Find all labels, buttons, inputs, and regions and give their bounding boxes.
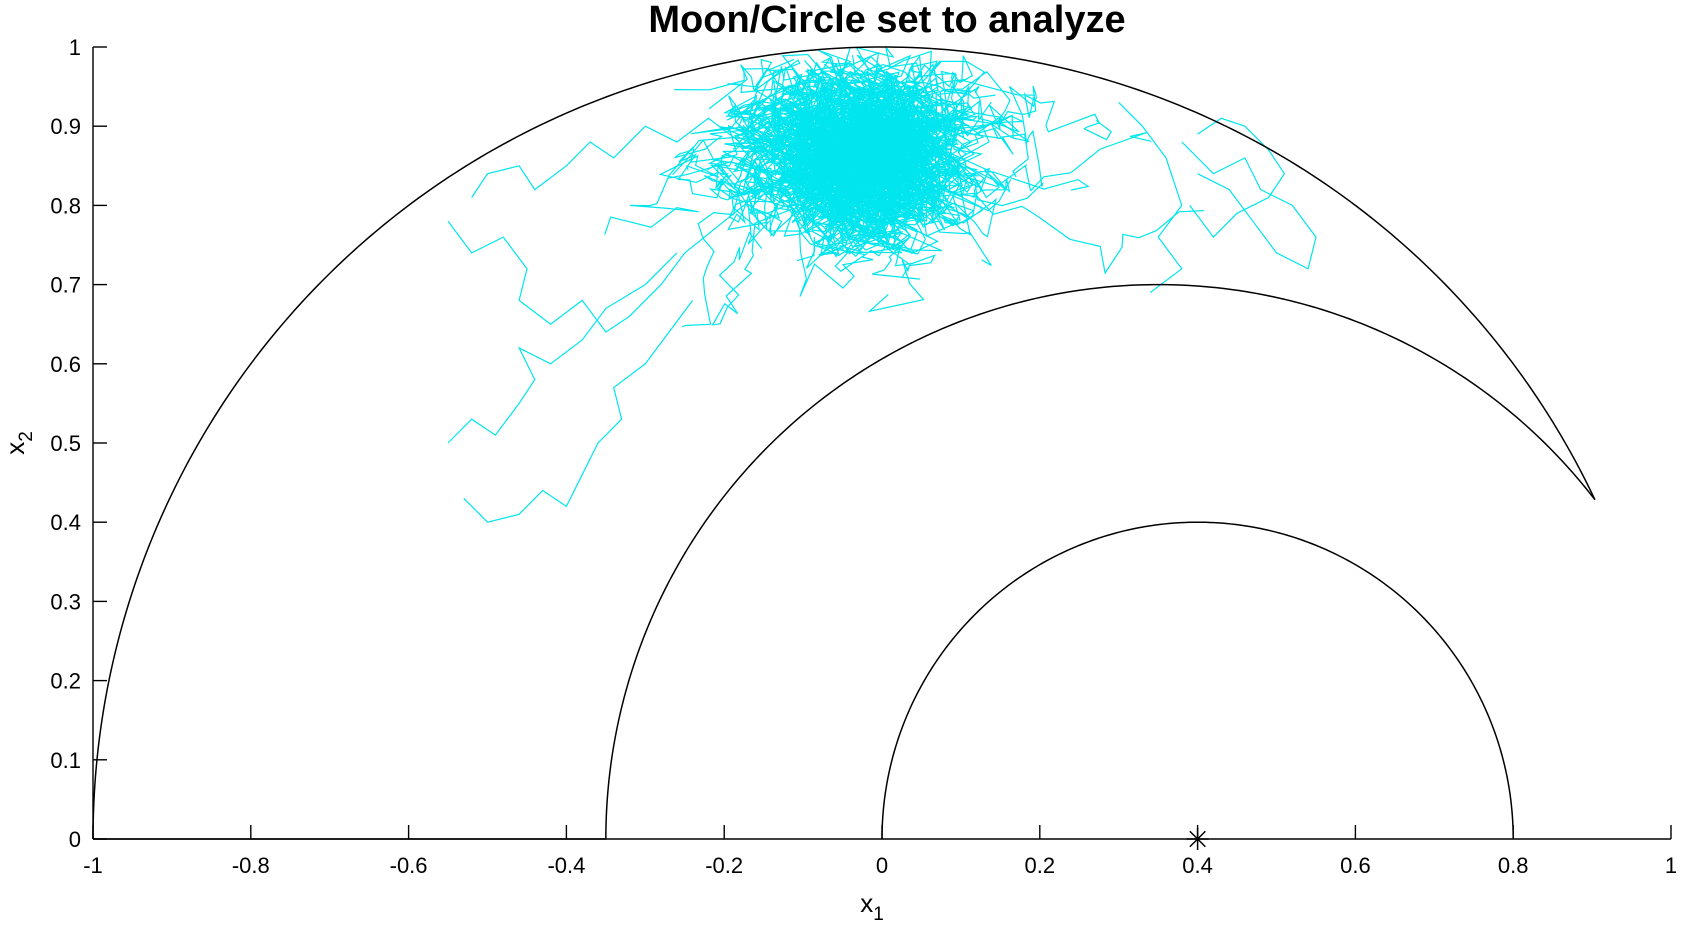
x-tick-label: 0.8 bbox=[1498, 853, 1529, 878]
trajectory-line bbox=[775, 49, 927, 212]
y-axis-label: x2 bbox=[0, 431, 37, 455]
inner-arc bbox=[605, 283, 1596, 840]
trajectory-line bbox=[447, 165, 804, 333]
x-tick-label: 0.4 bbox=[1182, 853, 1213, 878]
x-axis-label-base: x bbox=[860, 888, 873, 918]
trajectory-line bbox=[1118, 101, 1183, 293]
x-tick-label: -0.8 bbox=[232, 853, 270, 878]
y-ticks: 0 0.1 0.2 0.3 0.4 0.5 0.6 0.7 0.8 0.9 1 bbox=[50, 35, 107, 852]
trajectory-line bbox=[681, 81, 938, 328]
trajectory-line bbox=[1189, 117, 1286, 239]
circle-arc bbox=[881, 521, 1514, 840]
x-tick-label: -0.6 bbox=[390, 853, 428, 878]
x-tick-label: 0 bbox=[876, 853, 888, 878]
trajectory-line bbox=[447, 252, 678, 444]
y-tick-label: 0.6 bbox=[50, 352, 81, 377]
y-tick-label: 0.2 bbox=[50, 669, 81, 694]
x-ticks: -1 -0.8 -0.6 -0.4 -0.2 0 0.2 0.4 0.6 0.8 1 bbox=[83, 825, 1677, 878]
trajectory-line bbox=[471, 117, 741, 198]
x-tick-label: -0.4 bbox=[547, 853, 585, 878]
x-tick-label: -0.2 bbox=[705, 853, 743, 878]
y-tick-label: 0 bbox=[69, 827, 81, 852]
trajectory-line bbox=[463, 300, 694, 523]
x-tick-label: 0.6 bbox=[1340, 853, 1371, 878]
y-axis-label-base: x bbox=[0, 442, 30, 455]
outer-arc bbox=[92, 46, 1596, 840]
trajectory-lines bbox=[447, 46, 1317, 523]
y-axis-label-sub: 2 bbox=[16, 431, 37, 442]
y-tick-label: 0.9 bbox=[50, 114, 81, 139]
y-tick-label: 0.3 bbox=[50, 589, 81, 614]
marker-stroke bbox=[1189, 830, 1206, 848]
x-axis-label-sub: 1 bbox=[873, 904, 884, 925]
trajectory-line bbox=[793, 107, 921, 243]
y-tick-label: 0.1 bbox=[50, 748, 81, 773]
y-tick-label: 0.5 bbox=[50, 431, 81, 456]
trajectory-line bbox=[604, 68, 973, 235]
center-marker bbox=[1186, 828, 1209, 850]
x-axis-label: x1 bbox=[860, 888, 884, 925]
trajectory-line bbox=[1181, 141, 1317, 270]
y-tick-label: 0.7 bbox=[50, 273, 81, 298]
y-tick-label: 0.4 bbox=[50, 510, 81, 535]
chart-title: Moon/Circle set to analyze bbox=[648, 0, 1125, 41]
x-tick-label: -1 bbox=[83, 853, 103, 878]
x-tick-label: 0.2 bbox=[1025, 853, 1056, 878]
x-tick-label: 1 bbox=[1665, 853, 1677, 878]
y-tick-label: 0.8 bbox=[50, 193, 81, 218]
y-tick-label: 1 bbox=[69, 35, 81, 60]
